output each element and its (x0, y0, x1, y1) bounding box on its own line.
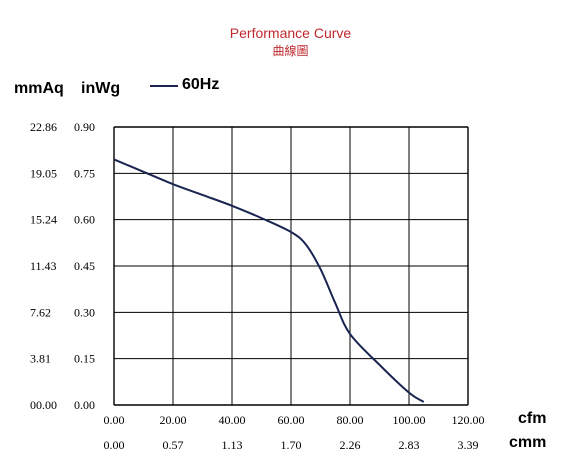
y-tick-label-mmaq: 00.00 (30, 398, 57, 412)
y-tick-label-mmaq: 7.62 (30, 305, 51, 319)
legend-line-60hz (150, 85, 178, 87)
series-line-60hz (113, 158, 425, 403)
x-tick-label-cmm: 2.26 (340, 438, 361, 452)
x-tick-label-cfm: 60.00 (278, 413, 305, 427)
x-tick-label-cmm: 0.57 (163, 438, 184, 452)
x-tick-label-cfm: 20.00 (160, 413, 187, 427)
x-tick-label-cmm: 3.39 (458, 438, 479, 452)
y-tick-label-mmaq: 19.05 (30, 166, 57, 180)
x-tick-label-cmm: 1.13 (222, 438, 243, 452)
y-tick-label-inwg: 0.60 (74, 213, 95, 227)
y-tick-label-inwg: 0.00 (74, 398, 95, 412)
y-tick-label-inwg: 0.75 (74, 166, 95, 180)
x-tick-label-cfm: 80.00 (337, 413, 364, 427)
x-tick-label-cmm: 2.83 (399, 438, 420, 452)
y-tick-label-mmaq: 15.24 (30, 213, 57, 227)
y-tick-label-mmaq: 22.86 (30, 120, 57, 134)
y-tick-label-inwg: 0.90 (74, 120, 95, 134)
y-tick-label-inwg: 0.45 (74, 259, 95, 273)
x-tick-label-cfm: 0.00 (104, 413, 125, 427)
x-tick-label-cfm: 100.00 (393, 413, 426, 427)
x-tick-label-cfm: 40.00 (219, 413, 246, 427)
x-unit-cfm: cfm (518, 410, 547, 427)
chart-title: Performance Curve (229, 25, 352, 41)
y-unit-inwg: inWg (81, 80, 121, 97)
y-tick-label-mmaq: 11.43 (30, 259, 57, 273)
x-tick-label-cmm: 0.00 (104, 438, 125, 452)
x-tick-label-cfm: 120.00 (452, 413, 485, 427)
y-tick-label-inwg: 0.15 (74, 352, 95, 366)
x-tick-label-cmm: 1.70 (281, 438, 302, 452)
x-unit-cmm: cmm (509, 434, 547, 451)
y-unit-mmaq: mmAq (14, 80, 64, 97)
legend-label-60hz: 60Hz (182, 76, 220, 93)
y-tick-label-mmaq: 3.81 (30, 352, 51, 366)
chart-subtitle: 曲線圖 (272, 44, 309, 58)
y-tick-label-inwg: 0.30 (74, 305, 95, 319)
